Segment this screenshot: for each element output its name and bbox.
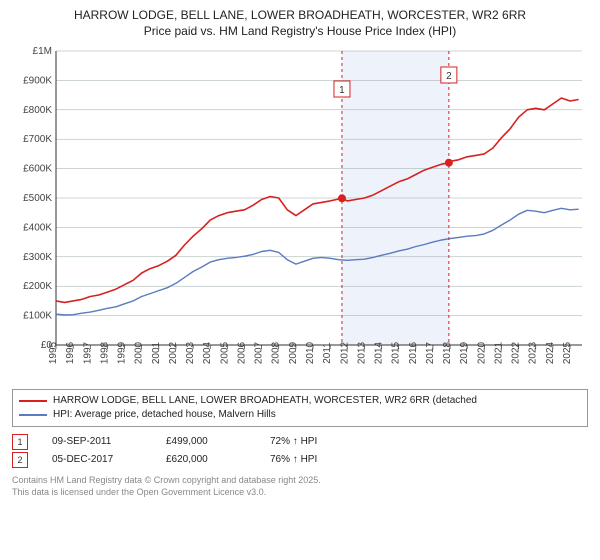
sales-table: 1 09-SEP-2011 £499,000 72% ↑ HPI 2 05-DEC-201… <box>12 433 588 469</box>
sale-marker-box: 2 <box>12 452 28 468</box>
chart-title-block: HARROW LODGE, BELL LANE, LOWER BROADHEAT… <box>12 8 588 39</box>
svg-text:£300K: £300K <box>23 252 52 263</box>
sale-date: 09-SEP-2011 <box>52 433 142 451</box>
legend-row: HARROW LODGE, BELL LANE, LOWER BROADHEAT… <box>19 394 581 408</box>
svg-text:1: 1 <box>339 85 345 96</box>
svg-text:£1M: £1M <box>33 46 52 57</box>
svg-text:£400K: £400K <box>23 223 52 234</box>
sale-marker-box: 1 <box>12 434 28 450</box>
svg-text:£700K: £700K <box>23 134 52 145</box>
legend-box: HARROW LODGE, BELL LANE, LOWER BROADHEAT… <box>12 389 588 427</box>
legend-label: HPI: Average price, detached house, Malv… <box>53 408 276 422</box>
svg-text:2: 2 <box>446 71 452 82</box>
sale-row: 1 09-SEP-2011 £499,000 72% ↑ HPI <box>12 433 588 451</box>
title-line-1: HARROW LODGE, BELL LANE, LOWER BROADHEAT… <box>12 8 588 24</box>
footnote-line-2: This data is licensed under the Open Gov… <box>12 487 588 499</box>
sale-price: £620,000 <box>166 451 246 469</box>
svg-text:£100K: £100K <box>23 311 52 322</box>
sale-price: £499,000 <box>166 433 246 451</box>
legend-swatch <box>19 400 47 402</box>
svg-text:£500K: £500K <box>23 193 52 204</box>
legend-row: HPI: Average price, detached house, Malv… <box>19 408 581 422</box>
sale-pct: 72% ↑ HPI <box>270 433 360 451</box>
legend-swatch <box>19 414 47 416</box>
sale-row: 2 05-DEC-2017 £620,000 76% ↑ HPI <box>12 451 588 469</box>
line-chart: £0£100K£200K£300K£400K£500K£600K£700K£80… <box>12 45 588 385</box>
footnote-line-1: Contains HM Land Registry data © Crown c… <box>12 475 588 487</box>
sale-pct: 76% ↑ HPI <box>270 451 360 469</box>
svg-text:£900K: £900K <box>23 76 52 87</box>
svg-text:£200K: £200K <box>23 281 52 292</box>
chart-wrapper: £0£100K£200K£300K£400K£500K£600K£700K£80… <box>12 45 588 385</box>
title-line-2: Price paid vs. HM Land Registry's House … <box>12 24 588 40</box>
svg-text:£800K: £800K <box>23 105 52 116</box>
legend-label: HARROW LODGE, BELL LANE, LOWER BROADHEAT… <box>53 394 477 408</box>
sale-date: 05-DEC-2017 <box>52 451 142 469</box>
footnote: Contains HM Land Registry data © Crown c… <box>12 475 588 498</box>
svg-text:£600K: £600K <box>23 164 52 175</box>
